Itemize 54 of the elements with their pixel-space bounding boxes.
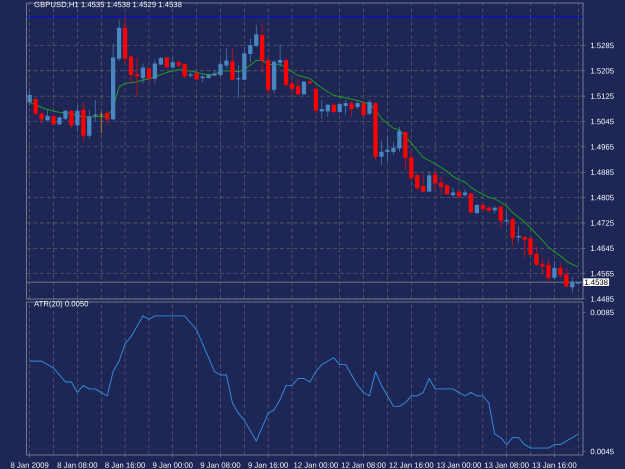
candlestick [350, 100, 354, 118]
candlestick [522, 236, 527, 258]
candlestick [57, 116, 62, 126]
candlestick [128, 56, 134, 84]
candlestick [498, 206, 503, 228]
candlestick [492, 206, 497, 214]
candlestick [361, 102, 366, 118]
candlestick [81, 102, 86, 142]
candlestick [534, 246, 539, 266]
candlestick [552, 260, 557, 280]
candlestick [504, 210, 509, 226]
candlestick [510, 218, 515, 246]
candlestick [444, 184, 450, 196]
candlestick [105, 111, 110, 126]
candlestick [51, 114, 56, 126]
candlestick [206, 74, 211, 79]
candlestick [75, 104, 80, 130]
candlestick [296, 78, 300, 96]
candlestick [546, 259, 551, 283]
candlestick [224, 48, 229, 69]
candlestick [456, 190, 462, 198]
candlestick [69, 110, 74, 129]
candlestick [385, 136, 390, 162]
candlestick [355, 100, 360, 110]
candlestick [218, 60, 223, 76]
candlestick [164, 56, 169, 69]
candlestick [230, 48, 235, 80]
candlestick [462, 189, 468, 198]
candlestick [45, 110, 50, 122]
candlestick [332, 104, 336, 114]
candlestick [99, 111, 104, 134]
candlestick [367, 100, 372, 116]
candlestick [379, 140, 384, 166]
candlestick [87, 110, 92, 139]
candlestick [200, 74, 205, 83]
candlestick [212, 70, 217, 76]
candlestick [450, 187, 456, 198]
candlestick [188, 72, 193, 78]
candlestick [146, 66, 152, 82]
candlestick [516, 226, 521, 243]
candlestick [28, 88, 32, 106]
candlestick [427, 170, 432, 192]
candlestick [170, 56, 175, 69]
candlestick [122, 16, 128, 64]
candlestick [308, 80, 312, 84]
candlestick [302, 80, 306, 96]
candlestick [540, 258, 545, 275]
candlestick [63, 110, 68, 120]
candlestick [93, 100, 98, 122]
candlestick [140, 63, 146, 84]
candlestick [284, 58, 288, 87]
candlestick [290, 78, 294, 96]
candlestick [134, 57, 140, 98]
candlestick [39, 111, 44, 125]
